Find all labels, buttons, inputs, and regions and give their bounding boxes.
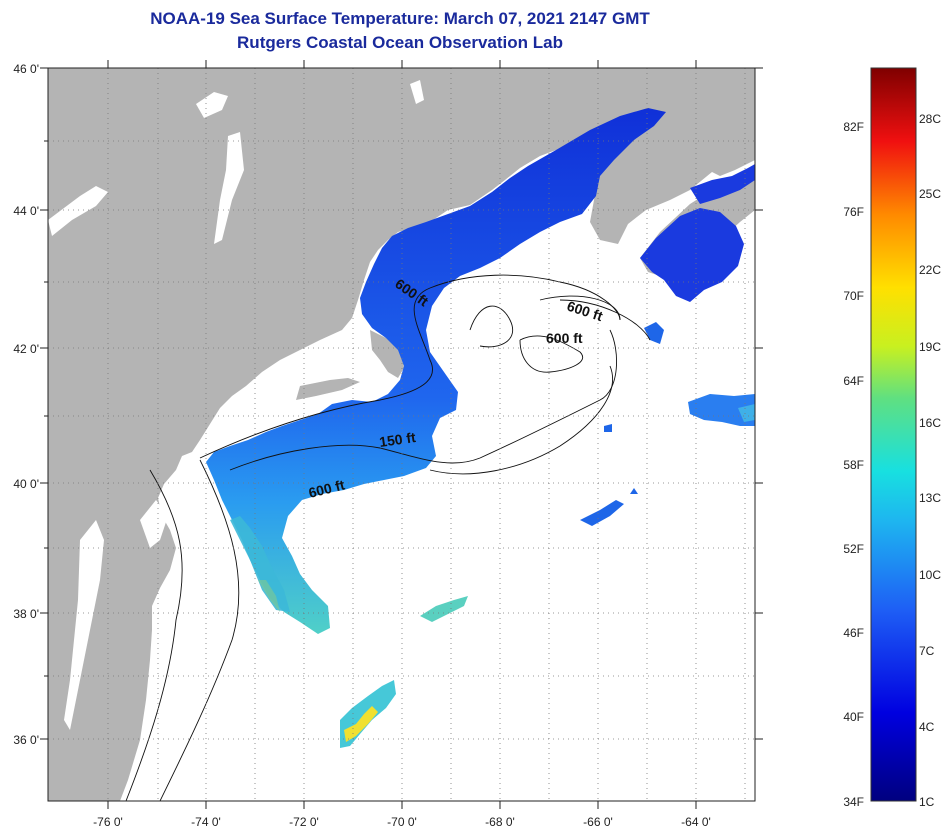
- land-cape-cod: [370, 330, 404, 378]
- colorbar-c-label: 13C: [919, 491, 941, 505]
- lon-label: -74 0': [191, 815, 221, 829]
- lon-label: -68 0': [485, 815, 515, 829]
- colorbar: [870, 67, 917, 802]
- contour-label: 600 ft: [546, 330, 583, 346]
- colorbar-f-label: 76F: [843, 205, 864, 219]
- sst-scotian-shelf: [640, 208, 744, 302]
- graticule: [48, 68, 755, 801]
- colorbar-c-labels: 28C 25C 22C 19C 16C 13C 10C 7C 4C 1C: [919, 112, 941, 809]
- colorbar-c-label: 1C: [919, 795, 935, 809]
- colorbar-f-label: 70F: [843, 289, 864, 303]
- colorbar-c-label: 16C: [919, 416, 941, 430]
- lat-label: 38 0': [13, 607, 39, 621]
- colorbar-f-label: 46F: [843, 626, 864, 640]
- colorbar-c-label: 7C: [919, 644, 935, 658]
- lat-label: 36 0': [13, 733, 39, 747]
- lon-label: -70 0': [387, 815, 417, 829]
- colorbar-c-label: 10C: [919, 568, 941, 582]
- delaware-bay: [140, 500, 168, 548]
- colorbar-c-label: 28C: [919, 112, 941, 126]
- colorbar-f-label: 52F: [843, 542, 864, 556]
- lat-label: 46 0': [13, 62, 39, 76]
- lat-label: 42 0': [13, 342, 39, 356]
- land-us-northeast: [48, 68, 755, 801]
- contour-label: 150 ft: [378, 429, 417, 450]
- colorbar-f-label: 34F: [843, 795, 864, 809]
- sst-patch-east: [688, 394, 755, 426]
- colorbar-c-label: 4C: [919, 720, 935, 734]
- sst-mid-atlantic-warm: [230, 516, 290, 612]
- colorbar-c-label: 22C: [919, 263, 941, 277]
- colorbar-f-label: 82F: [843, 120, 864, 134]
- land-long-island: [296, 378, 360, 400]
- lon-label: -72 0': [289, 815, 319, 829]
- lon-label: -64 0': [681, 815, 711, 829]
- colorbar-c-label: 25C: [919, 187, 941, 201]
- tick-marks: [40, 60, 763, 809]
- colorbar-f-label: 64F: [843, 374, 864, 388]
- chesapeake-bay: [64, 520, 104, 730]
- lake-ontario: [48, 186, 108, 236]
- colorbar-f-label: 40F: [843, 710, 864, 724]
- lon-label: -66 0': [583, 815, 613, 829]
- bathymetry-contours: [125, 274, 651, 801]
- map-subtitle: Rutgers Coastal Ocean Observation Lab: [237, 33, 563, 52]
- colorbar-f-labels: 82F 76F 70F 64F 58F 52F 46F 40F 34F: [843, 120, 864, 809]
- colorbar-f-label: 58F: [843, 458, 864, 472]
- colorbar-c-label: 19C: [919, 340, 941, 354]
- sst-gulf-of-maine: [206, 108, 666, 634]
- lat-label: 44 0': [13, 204, 39, 218]
- lat-label: 40 0': [13, 477, 39, 491]
- map-title: NOAA-19 Sea Surface Temperature: March 0…: [150, 9, 650, 28]
- lon-label: -76 0': [93, 815, 123, 829]
